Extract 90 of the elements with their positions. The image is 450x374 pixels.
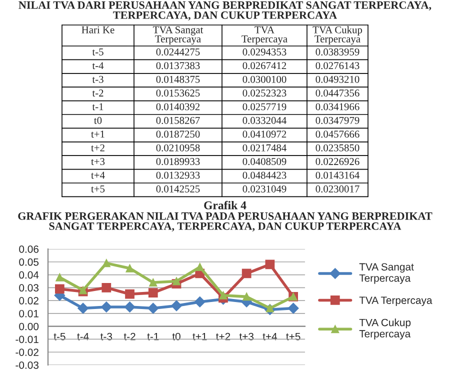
point xyxy=(219,291,228,300)
data-label: 0.0217484 xyxy=(242,144,286,152)
data-label: 0.0230017 xyxy=(316,185,360,193)
y-tick-label: 0.00 xyxy=(19,322,39,330)
data-label: 0.0408509 xyxy=(242,158,286,166)
y-tick-label: -0.02 xyxy=(16,348,38,356)
data-label: 0.0244275 xyxy=(156,48,200,56)
y-tick-label: 0.04 xyxy=(19,271,39,279)
data-label: 0.0257719 xyxy=(242,103,286,110)
data-label: 0.0235850 xyxy=(316,144,360,152)
data-label: 0.0158267 xyxy=(156,116,200,124)
data-label: 0.0332044 xyxy=(242,116,286,124)
x-tick-label: t+1 xyxy=(192,332,207,340)
text: TVA Sangat Terpercaya xyxy=(152,26,204,45)
x-tick-label: t+2 xyxy=(216,332,230,340)
point xyxy=(126,264,134,272)
category-label: t+5 xyxy=(91,186,105,192)
point xyxy=(102,282,112,292)
text: TVA Terpercaya xyxy=(242,26,288,45)
legend-label: TVA Terpercaya xyxy=(359,296,432,306)
data-label: 0.0140392 xyxy=(156,103,200,110)
data-label: 0.0484423 xyxy=(242,172,286,179)
category-label: t-5 xyxy=(92,48,104,56)
data-label: 0.0132933 xyxy=(156,172,200,179)
point xyxy=(148,288,158,298)
point xyxy=(149,278,158,287)
data-label: 0.0226926 xyxy=(316,158,360,166)
data-label: 0.0210958 xyxy=(156,144,200,152)
y-tick-label: -0.03 xyxy=(16,362,39,369)
point xyxy=(124,302,136,312)
point xyxy=(288,302,299,314)
category-label: t-3 xyxy=(92,76,104,83)
data-label: 0.0383959 xyxy=(316,48,360,56)
data-label: 0.0300100 xyxy=(242,76,286,83)
point xyxy=(242,268,252,278)
data-label: 0.0153625 xyxy=(156,90,200,97)
category-label: t0 xyxy=(94,116,102,124)
text: Hari Ke xyxy=(82,26,114,34)
data-label: 0.0267412 xyxy=(242,62,286,70)
point xyxy=(242,292,251,301)
data-label: 0.0142525 xyxy=(156,185,200,193)
y-tick-label: 0.05 xyxy=(19,258,39,266)
category-label: t+2 xyxy=(91,144,104,152)
data-label: 0.0143164 xyxy=(316,172,360,179)
text: NILAI TVA DARI PERUSAHAAN YANG BERPREDIKAT SANGAT TERPERCAYA, TERPERCAYA, DAN CUKUP TERPERCAYA xyxy=(18,1,432,21)
data-label: 0.0276143 xyxy=(316,62,360,70)
category-label: t-2 xyxy=(92,90,104,97)
chart-title: GRAFIK PERGERAKAN NILAI TVA PADA PERUSAHAAN YANG BERPREDIKAT SANGAT TERPERCAYA, TERPERCAYA, DAN CUKUP TERPERCAYA xyxy=(18,212,432,232)
point xyxy=(78,302,88,314)
data-label: 0.0252323 xyxy=(242,90,286,97)
data-label: 0.0493210 xyxy=(316,76,360,83)
y-tick-label: 0.06 xyxy=(19,246,39,253)
point xyxy=(148,302,159,314)
point xyxy=(171,300,182,312)
data-label: 0.0187250 xyxy=(156,130,200,138)
text: TVA Cukup Terpercaya xyxy=(312,26,362,45)
point xyxy=(56,273,64,282)
data-label: 0.0347979 xyxy=(316,116,360,124)
y-tick-label: 0.01 xyxy=(19,310,38,318)
data-label: 0.0189933 xyxy=(156,158,200,166)
category-label: t+4 xyxy=(91,172,105,179)
point xyxy=(102,259,110,268)
point xyxy=(54,284,64,294)
data-label: 0.0410972 xyxy=(242,130,286,138)
point xyxy=(194,296,206,308)
data-label: 0.0137383 xyxy=(156,62,200,70)
data-label: 0.0231049 xyxy=(242,185,286,193)
data-label: 0.0148375 xyxy=(156,76,200,83)
category-label: t-4 xyxy=(92,62,104,70)
x-tick-label: t-4 xyxy=(77,332,89,340)
data-label: 0.0457666 xyxy=(316,130,360,138)
category-label: t+1 xyxy=(91,130,104,138)
legend-label: TVA Cukup Terpercaya xyxy=(359,318,411,340)
point xyxy=(196,263,204,272)
category-label: t+3 xyxy=(91,158,105,166)
y-tick-label: 0.03 xyxy=(19,284,39,292)
category-label: t-1 xyxy=(92,103,104,110)
y-tick-label: 0.02 xyxy=(19,297,38,304)
data-label: 0.0341966 xyxy=(316,103,360,110)
point xyxy=(100,302,112,312)
x-tick-label: t+4 xyxy=(262,332,278,340)
y-tick-label: -0.01 xyxy=(16,336,38,344)
text: Grafik 4 xyxy=(204,200,246,210)
legend-label: TVA Sangat Terpercaya xyxy=(359,263,414,284)
x-tick-label: t-1 xyxy=(147,332,159,340)
point xyxy=(125,289,134,299)
data-label: 0.0294353 xyxy=(242,48,286,56)
data-label: 0.0447356 xyxy=(316,90,360,97)
point xyxy=(265,260,275,270)
point xyxy=(172,277,180,286)
